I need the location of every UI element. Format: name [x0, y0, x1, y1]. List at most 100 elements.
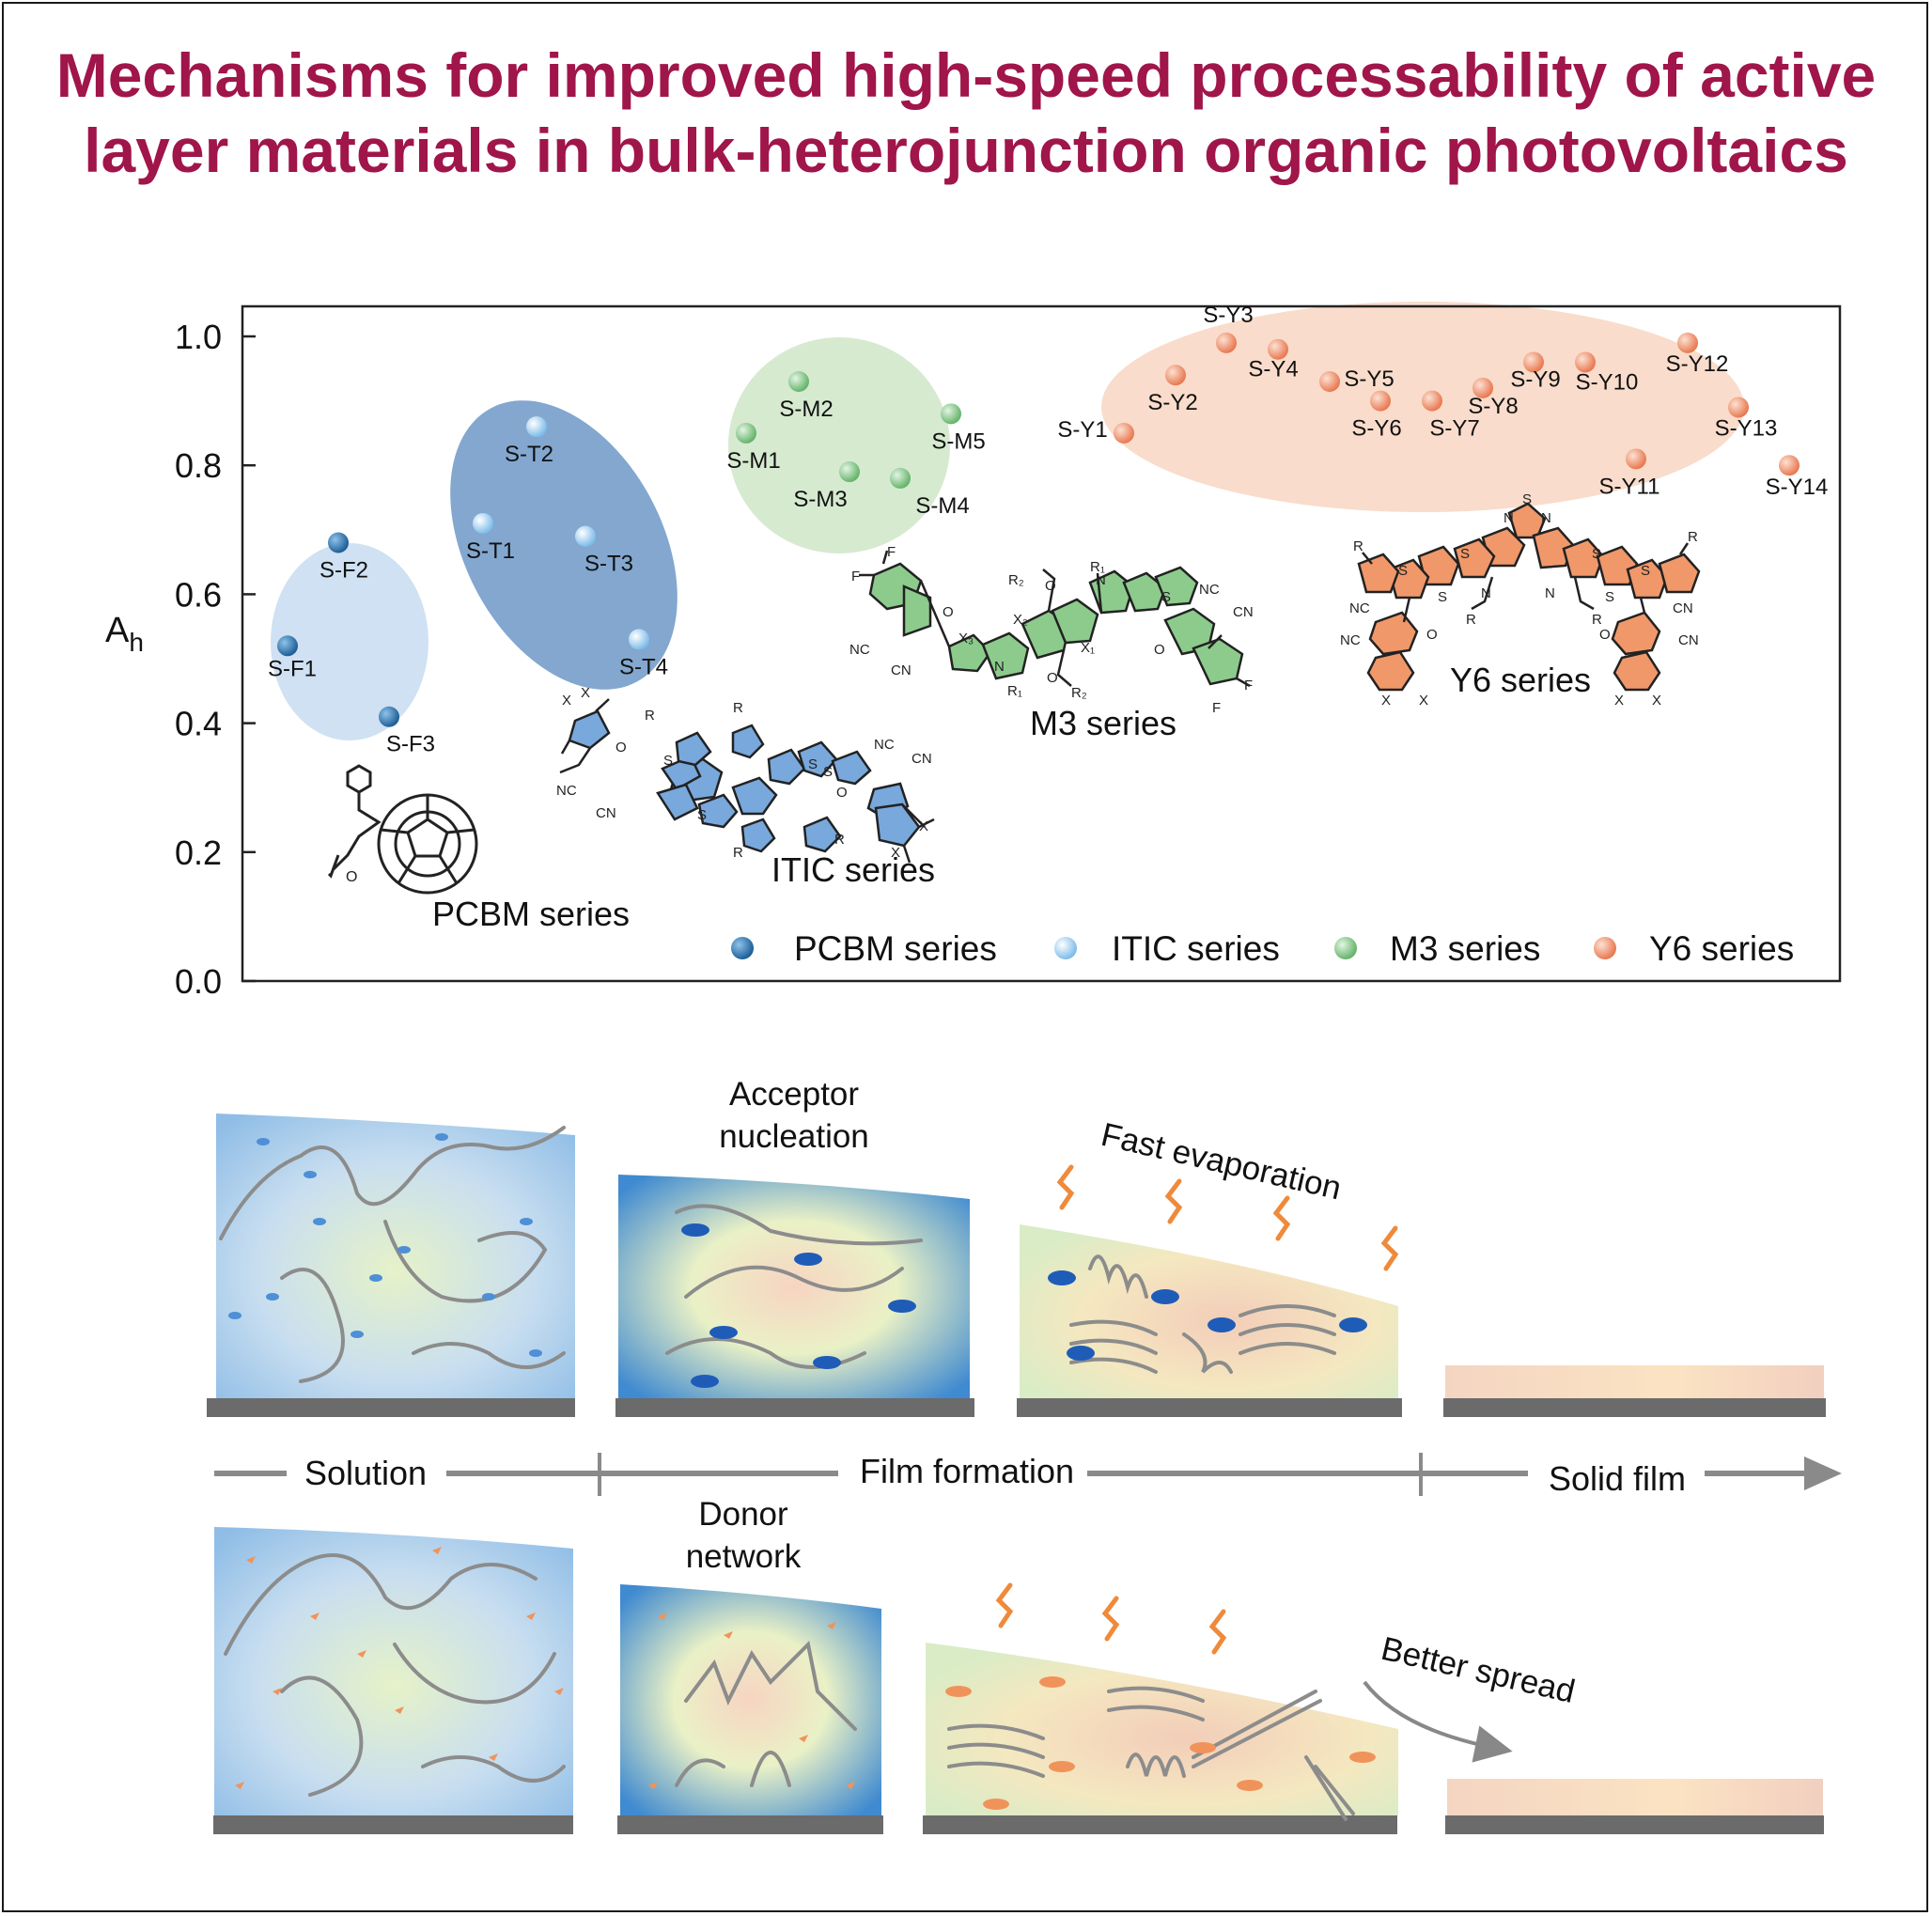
svg-text:X: X [581, 685, 590, 701]
data-label-s-y5: S-Y5 [1344, 366, 1394, 392]
acceptor-evaporation-box [1020, 1224, 1398, 1400]
substrate [1445, 1815, 1824, 1834]
data-label-s-f3: S-F3 [386, 732, 435, 757]
svg-text:R₁: R₁ [1007, 683, 1022, 699]
donor-solution-box [214, 1527, 573, 1815]
data-point-s-m1 [736, 422, 756, 444]
data-label-s-y9: S-Y9 [1510, 366, 1560, 392]
data-label-s-y13: S-Y13 [1715, 415, 1778, 441]
acceptor-solution-box [216, 1114, 575, 1400]
data-label-s-y1: S-Y1 [1057, 417, 1107, 443]
data-label-s-m4: S-M4 [915, 493, 969, 519]
data-point-s-y10 [1575, 351, 1596, 373]
data-label-s-y12: S-Y12 [1666, 351, 1729, 377]
svg-text:O: O [1599, 627, 1611, 643]
svg-text:R₁: R₁ [1090, 559, 1105, 575]
svg-text:X: X [562, 693, 571, 709]
legend-label-m3: M3 series [1390, 929, 1540, 968]
legend-label-y6: Y6 series [1649, 929, 1794, 968]
svg-text:X₁: X₁ [1081, 640, 1095, 656]
svg-text:R: R [1466, 612, 1476, 628]
y-tick-label: 0.2 [175, 833, 222, 872]
acceptor-nuclei [681, 1223, 1367, 1388]
data-point-s-f3 [379, 706, 399, 727]
data-label-s-f1: S-F1 [268, 656, 317, 681]
data-point-s-y13 [1728, 397, 1749, 418]
svg-text:R: R [1688, 529, 1698, 545]
svg-text:F: F [887, 544, 896, 560]
svg-text:R: R [1592, 612, 1602, 628]
pcbm-cluster-ellipse [271, 543, 428, 740]
svg-text:O: O [1154, 642, 1165, 658]
data-point-s-y9 [1523, 351, 1544, 373]
donor-network-label-1: Donor [698, 1496, 788, 1533]
data-label-s-y2: S-Y2 [1147, 390, 1197, 415]
donor-network-box [620, 1584, 881, 1815]
data-point-s-m2 [788, 371, 809, 393]
svg-text:R₂: R₂ [1071, 685, 1087, 701]
svg-text:NC: NC [1349, 600, 1370, 616]
data-point-s-y8 [1472, 377, 1493, 398]
data-label-s-y3: S-Y3 [1203, 303, 1253, 328]
svg-text:NC: NC [1340, 632, 1361, 648]
acceptor-solid-film [1445, 1365, 1824, 1400]
acceptor-molecules [228, 1133, 542, 1357]
svg-text:X: X [891, 845, 900, 861]
stage-solid-film-label: Solid film [1549, 1459, 1686, 1498]
figure-title-line-2: layer materials in bulk-heterojunction o… [84, 116, 1848, 185]
data-point-s-m4 [890, 467, 911, 489]
data-label-s-t2: S-T2 [505, 442, 553, 467]
data-point-s-t3 [575, 525, 596, 547]
svg-text:X: X [919, 818, 928, 834]
itic-structure-label: ITIC series [771, 850, 935, 889]
svg-text:R₂: R₂ [1008, 572, 1024, 588]
svg-text:S: S [1438, 589, 1447, 605]
svg-text:N: N [994, 659, 1005, 675]
svg-text:O: O [346, 869, 357, 885]
svg-text:CN: CN [596, 805, 616, 821]
data-label-s-y10: S-Y10 [1576, 369, 1639, 395]
data-label-s-f2: S-F2 [319, 558, 368, 584]
data-point-s-t1 [473, 512, 493, 534]
data-label-s-m5: S-M5 [931, 428, 985, 454]
svg-text:F: F [1212, 700, 1221, 716]
better-spread-label: Better spread [1378, 1630, 1579, 1710]
svg-text:O: O [1426, 627, 1438, 643]
legend: PCBM series ITIC series M3 series Y6 ser… [731, 929, 1794, 968]
svg-text:S: S [1605, 589, 1614, 605]
data-label-s-t4: S-T4 [619, 654, 668, 679]
m3-cluster-ellipse [728, 337, 950, 553]
svg-text:N: N [1541, 510, 1551, 526]
data-label-s-y11: S-Y11 [1599, 474, 1660, 499]
substrate [1017, 1398, 1402, 1417]
donor-solid-film [1447, 1779, 1823, 1815]
svg-text:O: O [1047, 670, 1058, 686]
data-point-s-y1 [1114, 422, 1134, 444]
data-point-s-y11 [1626, 448, 1646, 470]
process-timeline: Solution Film formation Solid film [214, 1447, 1842, 1498]
svg-text:S: S [697, 807, 707, 823]
legend-marker-itic [1054, 937, 1077, 959]
svg-text:R: R [733, 700, 743, 716]
plot-frame [241, 304, 1842, 983]
svg-text:CN: CN [1673, 600, 1693, 616]
y-tick-label: 0.4 [175, 705, 222, 743]
legend-marker-m3 [1334, 937, 1357, 959]
data-point-s-y14 [1779, 455, 1800, 476]
svg-text:S: S [663, 753, 673, 769]
data-point-s-y4 [1268, 338, 1288, 360]
evaporation-arrows [995, 1582, 1227, 1655]
data-label-s-m2: S-M2 [779, 397, 833, 422]
data-point-s-m5 [941, 403, 961, 425]
scatter-chart: 0.00.20.40.60.81.0 Ah S-F1S-F2S-F3S-T1S-… [105, 302, 1842, 1001]
stage-solution-label: Solution [304, 1454, 427, 1492]
svg-text:R: R [834, 832, 845, 848]
data-point-s-y6 [1370, 390, 1391, 412]
data-point-s-y3 [1216, 332, 1237, 353]
donor-polymer-chains [219, 1126, 1336, 1383]
svg-text:CN: CN [891, 662, 911, 678]
acceptor-nucleation-label-1: Acceptor [729, 1076, 859, 1113]
svg-text:O: O [615, 740, 627, 755]
substrate [207, 1398, 575, 1417]
